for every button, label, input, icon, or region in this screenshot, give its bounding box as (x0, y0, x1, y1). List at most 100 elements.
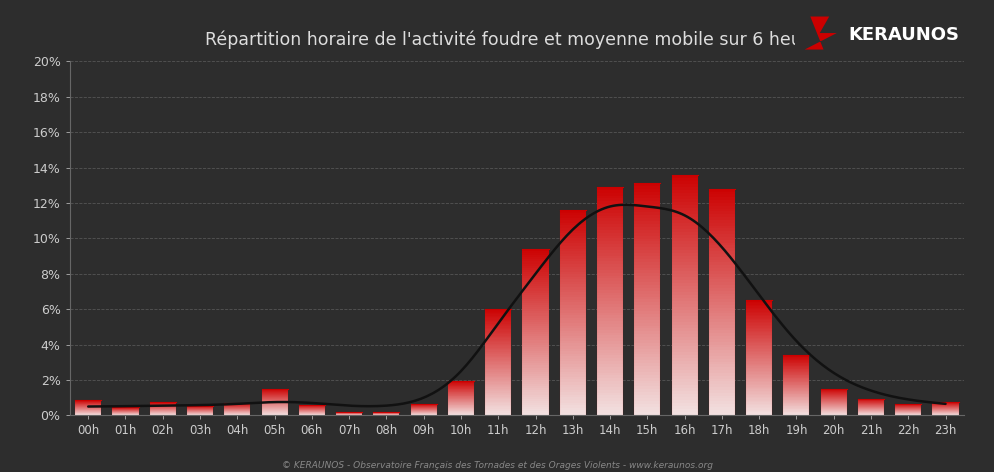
Bar (672, 256, 698, 259)
Bar (560, 241, 585, 244)
Bar (746, 336, 772, 337)
Bar (672, 286, 698, 289)
Bar (672, 271, 698, 274)
Bar (560, 277, 585, 279)
Bar (783, 381, 809, 382)
Bar (783, 371, 809, 372)
Bar (485, 361, 511, 362)
Bar (709, 237, 735, 240)
Bar (634, 392, 660, 395)
Bar (709, 234, 735, 237)
Bar (523, 384, 549, 386)
Bar (634, 407, 660, 410)
Bar (634, 383, 660, 387)
Bar (485, 390, 511, 391)
Bar (560, 303, 585, 305)
Bar (560, 336, 585, 338)
Polygon shape (805, 17, 837, 50)
Bar (485, 402, 511, 404)
Bar (746, 358, 772, 359)
Bar (709, 384, 735, 387)
Bar (709, 194, 735, 197)
Bar (634, 395, 660, 398)
Bar (709, 413, 735, 415)
Bar (783, 397, 809, 398)
Bar (560, 344, 585, 346)
Bar (597, 247, 623, 250)
Bar (485, 376, 511, 377)
Bar (634, 291, 660, 294)
Bar (523, 295, 549, 297)
Bar (597, 213, 623, 216)
Bar (485, 385, 511, 386)
Bar (672, 238, 698, 241)
Bar (672, 310, 698, 313)
Bar (783, 414, 809, 415)
Bar (746, 408, 772, 410)
Bar (672, 211, 698, 214)
Bar (597, 293, 623, 295)
Text: KERAUNOS: KERAUNOS (848, 26, 959, 44)
Bar (560, 338, 585, 341)
Bar (746, 374, 772, 375)
Bar (597, 364, 623, 367)
Bar (672, 244, 698, 247)
Bar (485, 409, 511, 410)
Bar (597, 321, 623, 324)
Bar (746, 349, 772, 351)
Bar (672, 343, 698, 346)
Bar (597, 378, 623, 381)
Bar (634, 195, 660, 198)
Bar (672, 253, 698, 256)
Bar (560, 264, 585, 267)
Bar (560, 387, 585, 390)
Bar (672, 181, 698, 184)
Bar (709, 268, 735, 271)
Bar (746, 356, 772, 358)
Bar (672, 235, 698, 238)
Bar (746, 414, 772, 415)
Bar (485, 321, 511, 322)
Bar (523, 380, 549, 382)
Bar (523, 309, 549, 312)
Bar (634, 354, 660, 357)
Bar (523, 272, 549, 274)
Bar (783, 376, 809, 377)
Bar (709, 277, 735, 279)
Bar (783, 402, 809, 403)
Bar (746, 363, 772, 365)
Bar (634, 299, 660, 303)
Bar (672, 217, 698, 220)
Bar (783, 385, 809, 386)
Bar (746, 407, 772, 408)
Bar (783, 364, 809, 365)
Bar (672, 376, 698, 379)
Bar (783, 359, 809, 360)
Bar (597, 281, 623, 284)
Bar (783, 403, 809, 404)
Bar (523, 328, 549, 330)
Bar (709, 381, 735, 384)
Bar (597, 401, 623, 404)
Bar (672, 199, 698, 202)
Bar (634, 186, 660, 189)
Bar (560, 282, 585, 285)
Bar (560, 362, 585, 364)
Bar (746, 387, 772, 388)
Bar (746, 368, 772, 369)
Bar (597, 301, 623, 304)
Bar (634, 331, 660, 334)
Bar (523, 351, 549, 353)
Bar (634, 270, 660, 273)
Bar (783, 367, 809, 368)
Bar (672, 307, 698, 310)
Bar (485, 353, 511, 354)
Bar (783, 408, 809, 409)
Bar (672, 364, 698, 367)
Bar (597, 327, 623, 330)
Bar (709, 203, 735, 206)
Bar (634, 230, 660, 233)
Bar (634, 236, 660, 238)
Bar (560, 212, 585, 215)
Bar (560, 292, 585, 295)
